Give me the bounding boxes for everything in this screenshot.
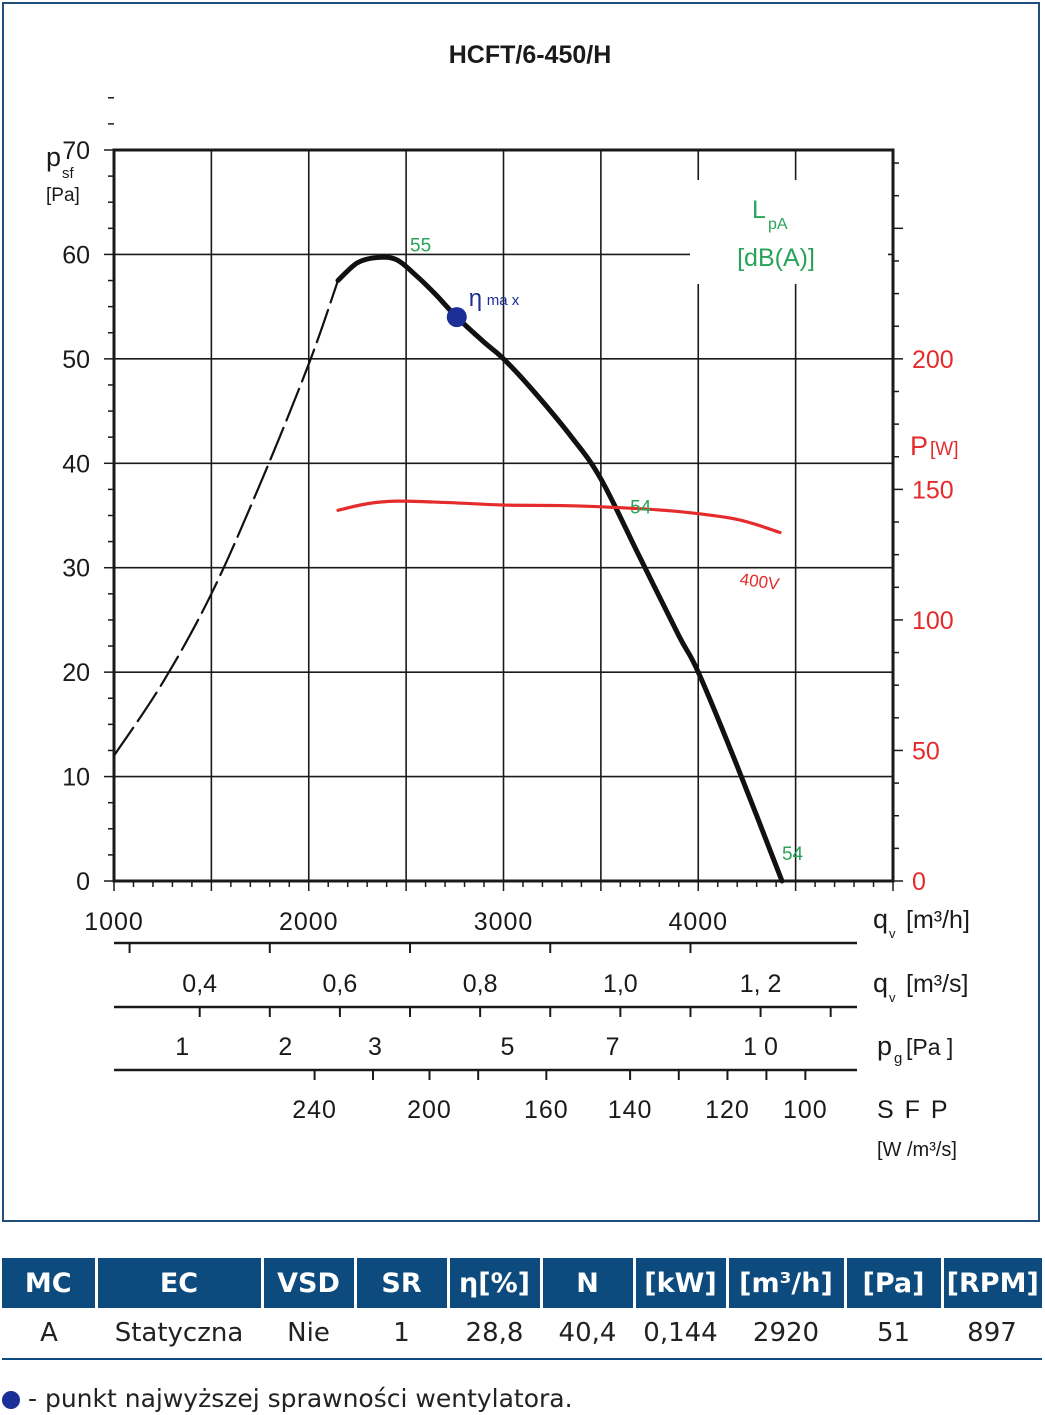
axis-tick-label-pg: 7 bbox=[606, 1033, 620, 1061]
chart-title: HCFT/6-450/H bbox=[449, 41, 612, 69]
axis-tick-label-m3s: 0,6 bbox=[323, 970, 358, 998]
x-axis-label-sfp: S F P bbox=[877, 1096, 950, 1124]
value-cell: 28,8 bbox=[448, 1308, 541, 1360]
axis-tick-label-sfp: 140 bbox=[608, 1096, 653, 1124]
eta-max-symbol: η bbox=[469, 285, 482, 312]
axis-tick-label-m3s: 1,0 bbox=[603, 970, 638, 998]
lpa-label-unit: [dB(A)] bbox=[737, 244, 815, 272]
y-right-axis-label: P bbox=[910, 431, 928, 461]
x-axis-label-m3s: q bbox=[873, 968, 888, 998]
x-axis-label-pg: p bbox=[877, 1031, 892, 1061]
value-cell: 0,144 bbox=[634, 1308, 727, 1360]
axis-tick-label-pg: 1 bbox=[175, 1033, 189, 1061]
footnote-text: - punkt najwyższej sprawności wentylator… bbox=[28, 1384, 573, 1413]
chart-frame bbox=[2, 2, 1040, 1222]
y-left-tick-label: 70 bbox=[62, 137, 90, 165]
header-cell: EC bbox=[96, 1258, 264, 1308]
header-cell: [RPM] bbox=[942, 1258, 1042, 1308]
lpa-label-main: L bbox=[752, 196, 766, 224]
x-tick-label-m3h: 3000 bbox=[474, 908, 534, 936]
value-cell: Statyczna bbox=[96, 1308, 262, 1360]
y-right-tick-label: 0 bbox=[912, 868, 926, 896]
y-left-tick-label: 10 bbox=[62, 764, 90, 792]
value-cell: A bbox=[2, 1308, 96, 1360]
header-cell: η[%] bbox=[448, 1258, 543, 1308]
efficiency-dot-icon bbox=[2, 1391, 20, 1409]
x-axis-subscript-m3s: v bbox=[889, 990, 896, 1005]
header-cell: SR bbox=[355, 1258, 450, 1308]
x-axis-label-m3h: q bbox=[873, 904, 888, 934]
x-tick-label-m3h: 1000 bbox=[84, 908, 144, 936]
header-cell: [m³/h] bbox=[727, 1258, 847, 1308]
pressure-curve-dashed bbox=[112, 279, 340, 757]
power-curve-label: 400V bbox=[739, 570, 782, 594]
y-left-tick-label: 0 bbox=[76, 868, 90, 896]
axis-tick-label-sfp: 200 bbox=[407, 1096, 452, 1124]
pressure-curve bbox=[335, 254, 785, 884]
y-left-tick-label: 60 bbox=[62, 241, 90, 269]
axis-tick-label-pg: 1 0 bbox=[743, 1033, 778, 1061]
power-curve-400v bbox=[336, 499, 782, 535]
value-cell: 2920 bbox=[727, 1308, 845, 1360]
axis-tick-label-m3s: 0,8 bbox=[463, 970, 498, 998]
value-cell: 897 bbox=[942, 1308, 1042, 1360]
lpa-label-sub: pA bbox=[768, 216, 788, 233]
efficiency-max-marker bbox=[446, 307, 467, 328]
axis-tick-label-pg: 5 bbox=[500, 1033, 514, 1061]
fan-performance-chart: HCFT/6-450/H010203040506070psf[Pa]050100… bbox=[46, 41, 970, 1161]
efficiency-footnote: - punkt najwyższej sprawności wentylator… bbox=[2, 1384, 573, 1413]
axis-tick-label-m3s: 0,4 bbox=[182, 970, 217, 998]
x-axis-unit-pg: [Pa ] bbox=[906, 1034, 953, 1060]
y-left-tick-label: 20 bbox=[62, 659, 90, 687]
noise-level-label: 54 bbox=[782, 844, 804, 865]
x-tick-label-m3h: 4000 bbox=[668, 908, 728, 936]
y-right-tick-label: 100 bbox=[912, 607, 954, 635]
y-right-tick-label: 50 bbox=[912, 737, 940, 765]
y-left-tick-label: 30 bbox=[62, 555, 90, 583]
y-right-tick-label: 200 bbox=[912, 346, 954, 374]
value-cell: 1 bbox=[355, 1308, 448, 1360]
value-cell: Nie bbox=[262, 1308, 355, 1360]
header-cell: [kW] bbox=[634, 1258, 729, 1308]
noise-level-label: 54 bbox=[630, 497, 652, 518]
spec-table-header: MC EC VSD SR η[%] N [kW] [m³/h] [Pa] [RPM] bbox=[2, 1258, 1042, 1308]
x-axis-unit-sfp: [W /m³/s] bbox=[877, 1139, 957, 1161]
y-left-tick-label: 40 bbox=[62, 450, 90, 478]
header-cell: [Pa] bbox=[845, 1258, 944, 1308]
header-cell: N bbox=[541, 1258, 636, 1308]
eta-max-sublabel: ma x bbox=[487, 292, 520, 309]
axis-tick-label-sfp: 160 bbox=[524, 1096, 569, 1124]
y-right-tick-label: 150 bbox=[912, 476, 954, 504]
y-right-axis-unit: [W] bbox=[930, 439, 959, 460]
y-left-axis-subscript: sf bbox=[62, 165, 75, 182]
x-axis-unit-m3s: [m³/s] bbox=[906, 970, 969, 998]
noise-level-label: 55 bbox=[410, 235, 431, 256]
spec-table: MC EC VSD SR η[%] N [kW] [m³/h] [Pa] [RPM] A Staty… bbox=[2, 1258, 1042, 1360]
spec-table-row: A Statyczna Nie 1 28,8 40,4 0,144 2920 51 897 bbox=[2, 1308, 1042, 1360]
y-left-axis-label: p bbox=[46, 142, 61, 172]
axis-tick-label-sfp: 100 bbox=[783, 1096, 828, 1124]
header-cell: MC bbox=[2, 1258, 98, 1308]
lpa-label-box bbox=[690, 180, 888, 284]
x-axis-subscript-pg: g bbox=[894, 1050, 902, 1067]
x-tick-label-m3h: 2000 bbox=[279, 908, 339, 936]
axis-tick-label-sfp: 120 bbox=[705, 1096, 750, 1124]
y-left-tick-label: 50 bbox=[62, 346, 90, 374]
header-cell: VSD bbox=[262, 1258, 357, 1308]
axis-tick-label-sfp: 240 bbox=[292, 1096, 337, 1124]
axis-tick-label-pg: 3 bbox=[368, 1033, 382, 1061]
axis-tick-label-pg: 2 bbox=[278, 1033, 292, 1061]
value-cell: 40,4 bbox=[541, 1308, 634, 1360]
axis-tick-label-m3s: 1, 2 bbox=[740, 970, 782, 998]
x-axis-subscript-m3h: v bbox=[889, 926, 896, 941]
y-left-axis-unit: [Pa] bbox=[46, 185, 80, 206]
x-axis-unit-m3h: [m³/h] bbox=[906, 906, 970, 934]
value-cell: 51 bbox=[845, 1308, 942, 1360]
